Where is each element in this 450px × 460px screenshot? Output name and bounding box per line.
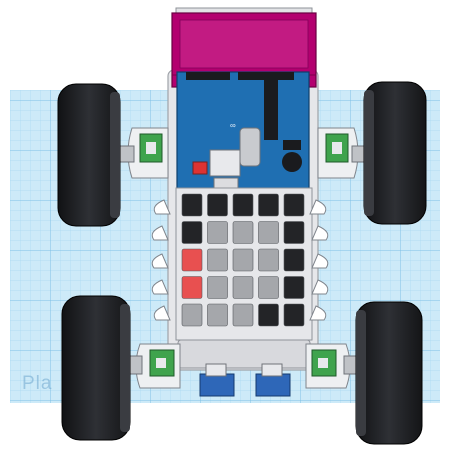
keypad[interactable] <box>175 187 313 341</box>
motor-front-right[interactable] <box>317 127 369 179</box>
keypad-key[interactable] <box>181 303 203 327</box>
keypad-key[interactable] <box>232 248 254 272</box>
cable-loops-right <box>309 199 329 321</box>
keypad-key[interactable] <box>283 303 305 327</box>
wheel-rear-left[interactable] <box>61 295 131 441</box>
motor-front-left[interactable] <box>117 127 169 179</box>
keypad-key[interactable] <box>207 248 228 272</box>
keypad-key[interactable] <box>258 221 279 244</box>
keypad-key[interactable] <box>232 193 254 217</box>
keypad-key[interactable] <box>283 276 305 299</box>
keypad-key[interactable] <box>181 193 203 217</box>
keypad-key[interactable] <box>283 248 305 272</box>
keypad-key[interactable] <box>258 248 279 272</box>
servo-left[interactable] <box>199 363 235 397</box>
keypad-key[interactable] <box>181 276 203 299</box>
wheel-front-right[interactable] <box>363 81 427 225</box>
keypad-key[interactable] <box>207 221 228 244</box>
cable-loops-left <box>151 199 171 321</box>
keypad-key[interactable] <box>207 276 228 299</box>
workplane-label: Pla <box>22 373 53 394</box>
keypad-key[interactable] <box>258 276 279 299</box>
servo-right[interactable] <box>255 363 291 397</box>
keypad-key[interactable] <box>283 193 305 217</box>
keypad-key[interactable] <box>181 248 203 272</box>
wheel-front-left[interactable] <box>57 83 121 227</box>
keypad-key[interactable] <box>258 193 279 217</box>
keypad-key[interactable] <box>283 221 305 244</box>
keypad-key[interactable] <box>232 303 254 327</box>
keypad-key[interactable] <box>207 303 228 327</box>
keypad-key[interactable] <box>232 276 254 299</box>
svg-text:∞: ∞ <box>230 121 236 130</box>
keypad-key[interactable] <box>258 303 279 327</box>
keypad-key[interactable] <box>232 221 254 244</box>
keypad-key[interactable] <box>181 221 203 244</box>
wheel-rear-right[interactable] <box>355 301 423 445</box>
keypad-key[interactable] <box>207 193 228 217</box>
arduino-board[interactable]: ∞ <box>176 71 310 193</box>
